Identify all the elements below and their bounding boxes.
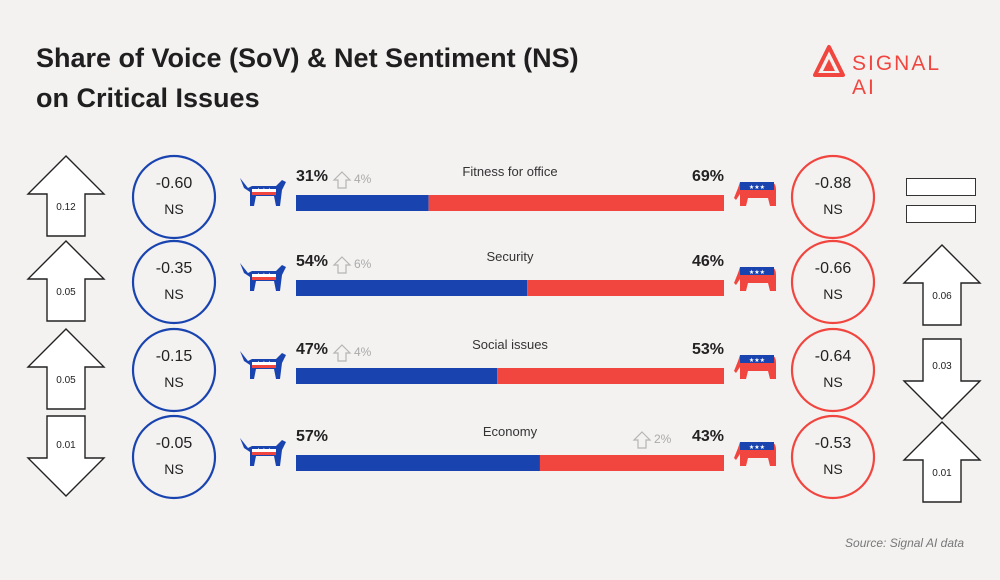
bar-rep-4	[539, 455, 724, 471]
rep-ns-label-1: NS	[823, 201, 843, 217]
dem-ns-label-4: NS	[164, 461, 184, 477]
bar-rep-1	[428, 195, 724, 211]
rep-pct-2: 46%	[691, 253, 724, 270]
source-note: Source: Signal AI data	[845, 536, 964, 550]
elephant-icon: ★★★	[734, 182, 776, 206]
donkey-icon: ★★★	[240, 438, 286, 466]
signal-ai-logo: SIGNAL AI	[812, 42, 962, 99]
elephant-icon: ★★★	[734, 442, 776, 466]
bar-rep-2	[527, 280, 724, 296]
dem-ns-change-arrow-4	[26, 415, 106, 497]
category-label-1: Fitness for office	[462, 164, 558, 179]
elephant-icon: ★★★	[734, 355, 776, 379]
dem-ns-change-value-2: 0.05	[56, 287, 76, 298]
dem-pct-1: 31%	[296, 168, 329, 185]
bar-dem-1	[296, 195, 429, 211]
dem-ns-circle-1	[131, 154, 217, 240]
rep-ns-change-arrow-3	[902, 338, 982, 420]
rep-ns-circle-2	[790, 239, 876, 325]
title-line-1: Share of Voice (SoV) & Net Sentiment (NS…	[36, 43, 579, 73]
dem-ns-change-value-3: 0.05	[56, 375, 76, 386]
change-value-2: 6%	[354, 257, 372, 271]
category-label-4: Economy	[482, 424, 538, 439]
legend-box-1	[906, 178, 976, 196]
title-line-2: on Critical Issues	[36, 83, 260, 113]
rep-ns-value-4: -0.53	[814, 435, 852, 452]
dem-ns-circle-4	[131, 414, 217, 500]
rep-ns-value-3: -0.64	[814, 348, 852, 365]
dem-pct-4: 57%	[296, 428, 329, 445]
legend-box-2	[906, 205, 976, 223]
signal-triangle-icon	[813, 45, 845, 77]
svg-text:★★★: ★★★	[256, 447, 272, 454]
up-arrow-outline-icon	[332, 171, 352, 189]
rep-ns-label-4: NS	[823, 461, 843, 477]
dem-ns-circle-3	[131, 327, 217, 413]
rep-pct-3: 53%	[691, 341, 724, 358]
donkey-icon: ★★★	[240, 263, 286, 291]
rep-pct-4: 43%	[691, 428, 724, 445]
rep-ns-circle-3	[790, 327, 876, 413]
rep-ns-change-value-2: 0.06	[932, 291, 952, 302]
donkey-icon: ★★★	[240, 178, 286, 206]
dem-pct-2: 54%	[296, 253, 329, 270]
dem-ns-change-value-1: 0.12	[56, 202, 76, 213]
up-arrow-outline-icon	[632, 431, 652, 449]
bar-rep-3	[497, 368, 724, 384]
chart-title: Share of Voice (SoV) & Net Sentiment (NS…	[36, 38, 579, 118]
svg-text:★★★: ★★★	[749, 269, 765, 276]
dem-ns-change-arrow-1	[26, 155, 106, 237]
dem-ns-label-1: NS	[164, 201, 184, 217]
rep-ns-label-3: NS	[823, 374, 843, 390]
rep-ns-change-arrow-4	[902, 421, 982, 503]
dem-ns-value-1: -0.60	[155, 175, 193, 192]
svg-text:★★★: ★★★	[256, 360, 272, 367]
bar-dem-2	[296, 280, 528, 296]
rep-ns-circle-4	[790, 414, 876, 500]
donkey-icon: ★★★	[240, 351, 286, 379]
rep-ns-change-arrow-2	[902, 244, 982, 326]
svg-text:★★★: ★★★	[749, 357, 765, 364]
dem-ns-circle-2	[131, 239, 217, 325]
change-value-1: 4%	[354, 172, 372, 186]
bar-dem-4	[296, 455, 540, 471]
dem-ns-value-3: -0.15	[155, 348, 193, 365]
change-value-3: 4%	[354, 345, 372, 359]
rep-ns-change-value-4: 0.01	[932, 468, 952, 479]
rep-ns-label-2: NS	[823, 286, 843, 302]
dem-ns-label-2: NS	[164, 286, 184, 302]
brand-name: SIGNAL AI	[852, 52, 941, 99]
elephant-icon: ★★★	[734, 267, 776, 291]
dem-ns-change-value-4: 0.01	[56, 440, 76, 451]
bar-dem-3	[296, 368, 498, 384]
dem-ns-value-4: -0.05	[155, 435, 193, 452]
category-label-3: Social issues	[472, 337, 548, 352]
dem-ns-change-arrow-2	[26, 240, 106, 322]
change-value-4: 2%	[654, 432, 672, 446]
rep-ns-circle-1	[790, 154, 876, 240]
category-label-2: Security	[486, 249, 534, 264]
dem-ns-change-arrow-3	[26, 328, 106, 410]
svg-text:★★★: ★★★	[256, 187, 272, 194]
up-arrow-outline-icon	[332, 256, 352, 274]
rep-ns-change-value-3: 0.03	[932, 361, 952, 372]
dem-pct-3: 47%	[296, 341, 329, 358]
svg-text:★★★: ★★★	[749, 184, 765, 191]
dem-ns-value-2: -0.35	[155, 260, 193, 277]
up-arrow-outline-icon	[332, 344, 352, 362]
svg-text:★★★: ★★★	[749, 444, 765, 451]
rep-ns-value-1: -0.88	[814, 175, 852, 192]
rep-ns-value-2: -0.66	[814, 260, 852, 277]
dem-ns-label-3: NS	[164, 374, 184, 390]
rep-pct-1: 69%	[691, 168, 724, 185]
svg-text:★★★: ★★★	[256, 272, 272, 279]
